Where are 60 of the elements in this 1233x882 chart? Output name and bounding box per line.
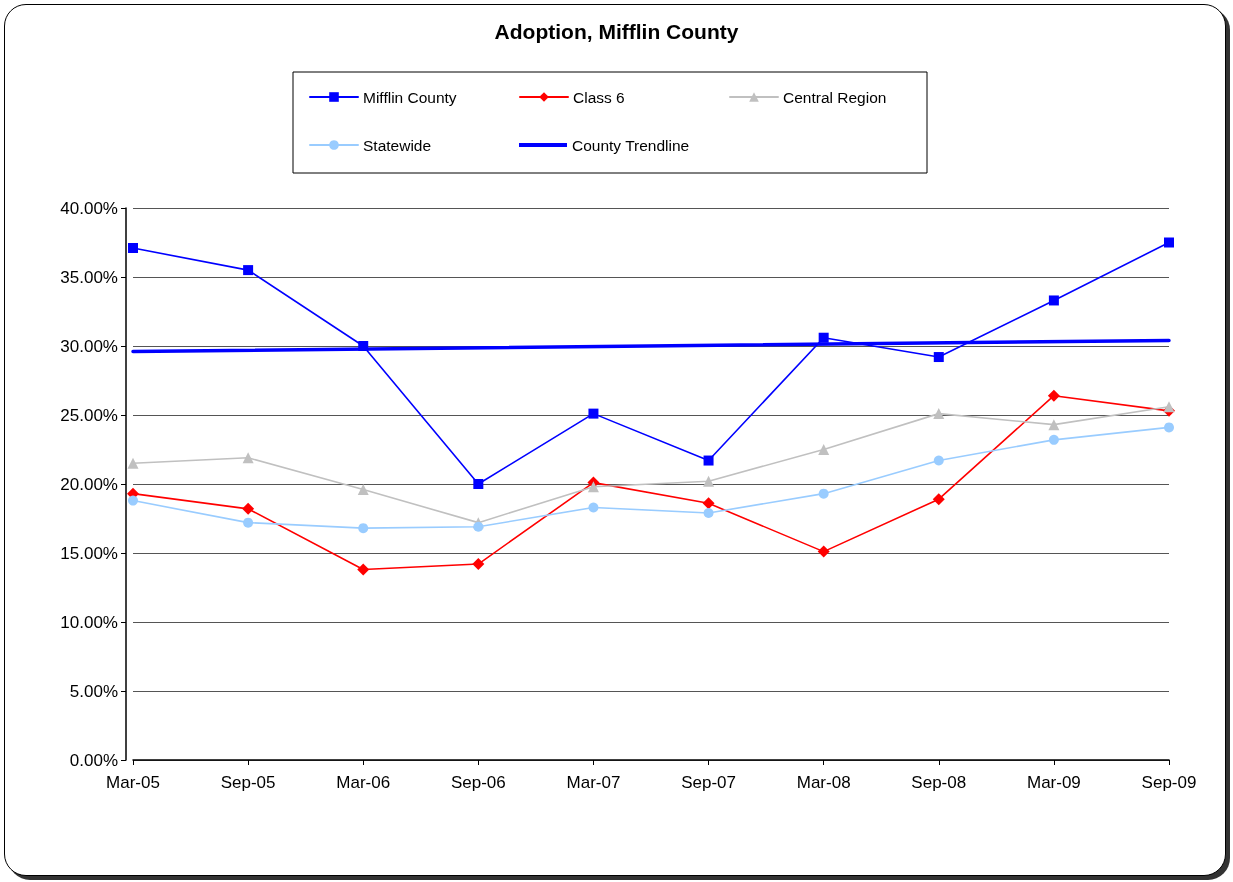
point [127, 457, 139, 469]
point [933, 352, 944, 363]
x-tick-label: Mar-06 [336, 773, 391, 792]
x-tick-label: Sep-05 [220, 773, 276, 792]
point [128, 495, 138, 506]
point [818, 488, 829, 499]
point [1048, 295, 1059, 306]
point [818, 444, 830, 455]
legend-label: Central Region [783, 88, 887, 106]
point [357, 563, 370, 576]
x-tick-label: Sep-07 [681, 773, 736, 792]
y-tick-label: 25.00% [60, 405, 118, 425]
chart-title: Adoption, Mifflin County [494, 20, 739, 43]
x-tick-label: Mar-09 [1026, 773, 1081, 792]
point [1164, 422, 1174, 433]
y-tick-label: 40.00% [60, 198, 118, 218]
point [587, 481, 599, 493]
x-tick-label: Sep-08 [911, 773, 967, 792]
y-tick-label: 10.00% [60, 612, 118, 632]
point [473, 521, 484, 532]
y-tick-label: 30.00% [60, 336, 118, 356]
legend-label: Statewide [363, 136, 432, 154]
point [472, 558, 485, 571]
point [933, 408, 945, 420]
point [703, 475, 715, 487]
point [588, 408, 599, 419]
x-tick-label: Mar-05 [106, 773, 160, 792]
x-tick-label: Sep-09 [1141, 773, 1197, 792]
point [128, 243, 138, 254]
point [357, 484, 369, 496]
point [817, 545, 830, 558]
x-tick-label: Mar-07 [566, 773, 621, 792]
y-tick-label: 15.00% [60, 543, 118, 563]
x-tick-label: Mar-08 [796, 773, 851, 792]
y-tick-label: 5.00% [69, 681, 118, 701]
point [473, 479, 484, 489]
point [703, 455, 714, 466]
y-tick-label: 35.00% [60, 267, 118, 287]
legend-label: Mifflin County [363, 88, 457, 106]
point [1047, 389, 1060, 402]
point [932, 493, 945, 506]
point [243, 265, 254, 276]
point [702, 497, 715, 510]
x-tick-label: Sep-06 [450, 773, 506, 792]
point [933, 455, 944, 466]
point [703, 507, 714, 518]
point [242, 452, 254, 464]
point [1164, 237, 1174, 248]
point [358, 523, 369, 534]
legend-label: County Trendline [572, 136, 690, 154]
point [818, 332, 829, 343]
point [242, 502, 255, 515]
point [1163, 401, 1175, 413]
y-tick-label: 20.00% [60, 474, 118, 494]
y-tick-label: 0.00% [69, 750, 118, 770]
point [1048, 434, 1059, 445]
point [1048, 419, 1060, 431]
point [243, 517, 254, 528]
legend-label: Class 6 [573, 88, 625, 106]
point [588, 502, 599, 513]
